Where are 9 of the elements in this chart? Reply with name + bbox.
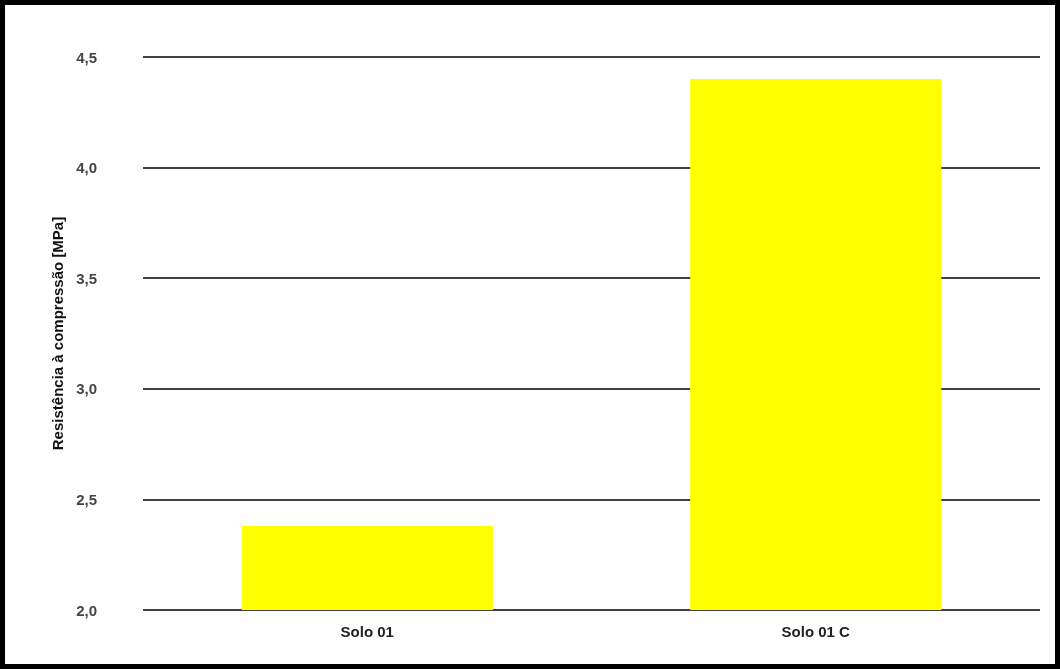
y-tick-label: 3,0 <box>76 380 97 398</box>
y-axis-title: Resistência à compressão [MPa] <box>49 216 66 451</box>
x-tick-label: Solo 01 C <box>781 623 851 640</box>
y-tick-label: 2,0 <box>76 601 97 619</box>
y-tick-label: 3,5 <box>76 269 97 287</box>
y-tick-label: 4,0 <box>76 159 97 177</box>
y-tick-label: 4,5 <box>76 48 97 66</box>
x-tick-label: Solo 01 <box>340 623 394 640</box>
y-tick-label: 2,5 <box>76 490 97 508</box>
